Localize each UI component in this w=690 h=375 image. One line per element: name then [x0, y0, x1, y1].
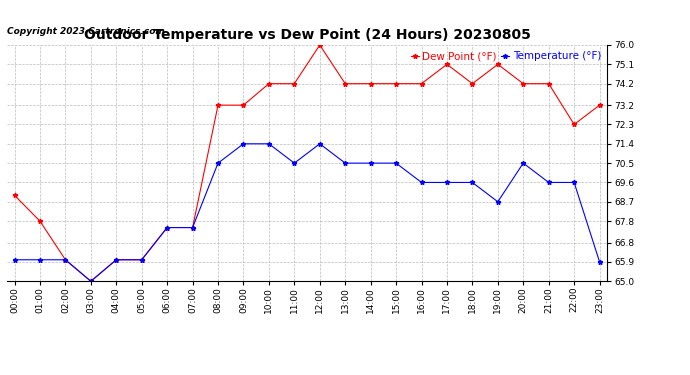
Dew Point (°F)	[493, 62, 502, 67]
Dew Point (°F)	[188, 225, 197, 230]
Temperature (°F)	[137, 258, 146, 262]
Dew Point (°F)	[36, 219, 44, 224]
Temperature (°F)	[214, 161, 222, 165]
Temperature (°F)	[188, 225, 197, 230]
Dew Point (°F)	[544, 81, 553, 86]
Title: Outdoor Temperature vs Dew Point (24 Hours) 20230805: Outdoor Temperature vs Dew Point (24 Hou…	[83, 28, 531, 42]
Dew Point (°F)	[417, 81, 426, 86]
Temperature (°F)	[341, 161, 349, 165]
Text: Copyright 2023 Cartronics.com: Copyright 2023 Cartronics.com	[7, 27, 165, 36]
Dew Point (°F)	[214, 103, 222, 107]
Dew Point (°F)	[570, 122, 578, 127]
Dew Point (°F)	[315, 43, 324, 47]
Dew Point (°F)	[595, 103, 604, 107]
Temperature (°F)	[163, 225, 171, 230]
Temperature (°F)	[595, 260, 604, 264]
Temperature (°F)	[61, 258, 70, 262]
Dew Point (°F)	[443, 62, 451, 67]
Dew Point (°F)	[87, 279, 95, 284]
Dew Point (°F)	[10, 193, 19, 198]
Dew Point (°F)	[341, 81, 349, 86]
Temperature (°F)	[570, 180, 578, 185]
Temperature (°F)	[392, 161, 400, 165]
Dew Point (°F)	[163, 225, 171, 230]
Dew Point (°F)	[392, 81, 400, 86]
Line: Dew Point (°F): Dew Point (°F)	[12, 43, 602, 284]
Dew Point (°F)	[290, 81, 299, 86]
Temperature (°F)	[36, 258, 44, 262]
Temperature (°F)	[417, 180, 426, 185]
Temperature (°F)	[544, 180, 553, 185]
Dew Point (°F)	[366, 81, 375, 86]
Temperature (°F)	[315, 141, 324, 146]
Temperature (°F)	[519, 161, 527, 165]
Temperature (°F)	[10, 258, 19, 262]
Temperature (°F)	[366, 161, 375, 165]
Dew Point (°F)	[137, 258, 146, 262]
Dew Point (°F)	[239, 103, 248, 107]
Temperature (°F)	[265, 141, 273, 146]
Temperature (°F)	[493, 200, 502, 204]
Temperature (°F)	[290, 161, 299, 165]
Temperature (°F)	[469, 180, 477, 185]
Dew Point (°F)	[469, 81, 477, 86]
Dew Point (°F)	[61, 258, 70, 262]
Legend: Dew Point (°F), Temperature (°F): Dew Point (°F), Temperature (°F)	[410, 50, 602, 62]
Temperature (°F)	[87, 279, 95, 284]
Dew Point (°F)	[519, 81, 527, 86]
Dew Point (°F)	[265, 81, 273, 86]
Line: Temperature (°F): Temperature (°F)	[12, 141, 602, 284]
Temperature (°F)	[239, 141, 248, 146]
Temperature (°F)	[112, 258, 121, 262]
Temperature (°F)	[443, 180, 451, 185]
Dew Point (°F)	[112, 258, 121, 262]
